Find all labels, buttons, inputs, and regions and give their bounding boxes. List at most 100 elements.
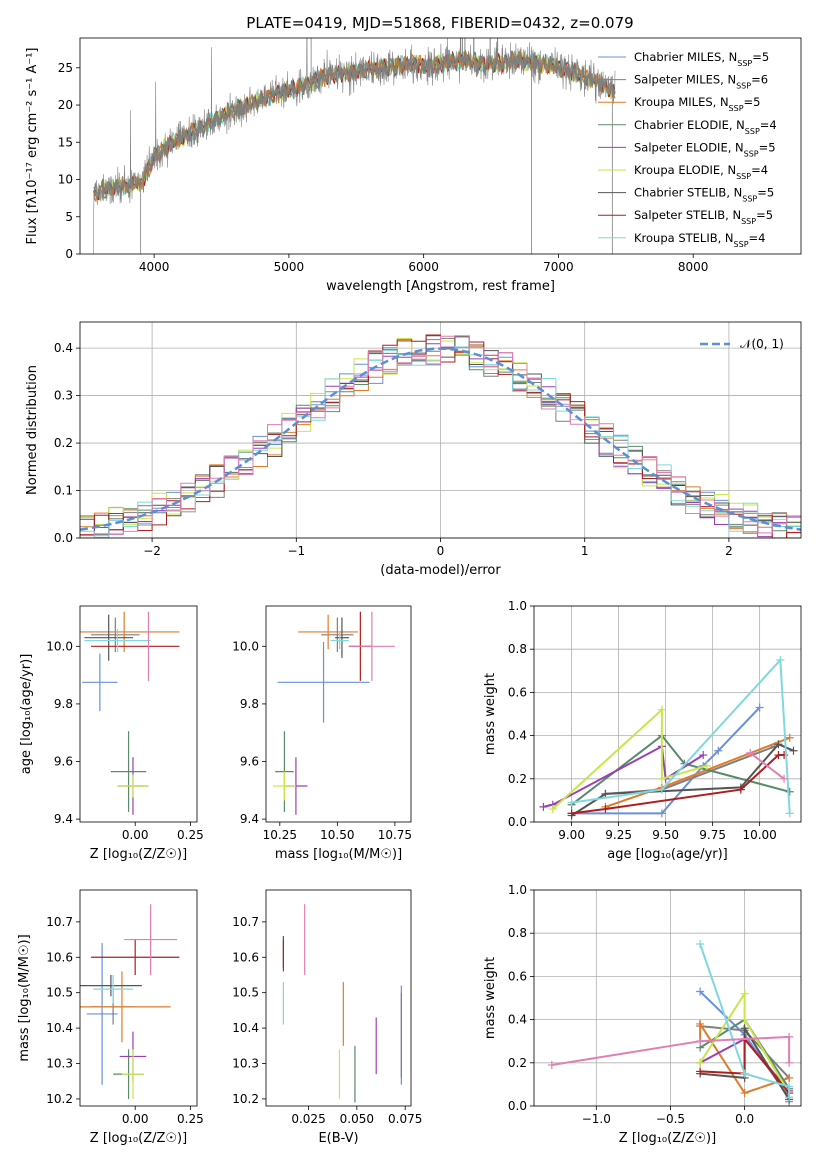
chart-title: PLATE=0419, MJD=51868, FIBERID=0432, z=0… <box>246 14 633 32</box>
data-point-marker <box>567 809 576 818</box>
legend-subscript: SSP <box>742 194 757 203</box>
x-tick-label: 0 <box>437 544 445 558</box>
series-line <box>551 1035 791 1066</box>
data-point-marker <box>755 703 764 712</box>
legend-subscript: SSP <box>736 81 751 90</box>
x-tick-label: 9.00 <box>558 828 585 842</box>
plot-area <box>539 656 798 820</box>
data-point-marker <box>601 789 610 798</box>
y-axis-label: mass weight <box>483 673 498 755</box>
legend-value: =5 <box>752 50 769 64</box>
data-point-marker <box>601 805 610 814</box>
x-tick-label: 0.025 <box>291 1112 325 1126</box>
x-tick-label: 1 <box>581 544 589 558</box>
y-tick-label: 0.0 <box>54 531 73 545</box>
y-tick-label: 0.4 <box>54 341 73 355</box>
series-line <box>699 990 790 1094</box>
legend-value: =6 <box>751 73 768 87</box>
series-line <box>699 943 791 1098</box>
y-tick-label: 9.6 <box>54 755 73 769</box>
data-point-marker <box>785 809 794 818</box>
x-tick-label: 10.25 <box>263 828 297 842</box>
y-tick-label: 25 <box>58 61 73 75</box>
panel-2: 0.00 0.25 9.4 9.6 9.8 10.0 Z [log₁₀(Z/Z☉)] age … <box>19 605 204 862</box>
histogram-step <box>80 335 801 537</box>
data-point-marker <box>567 798 576 807</box>
y-tick-label: 0.8 <box>508 926 527 940</box>
panel-1: −2 −1 0 1 2 0.0 0.1 0.2 0.3 0.4 (data-model)/error… <box>25 321 802 578</box>
legend-label: Kroupa STELIB, NSSP=4 <box>634 231 765 249</box>
y-tick-label: 10.0 <box>232 639 259 653</box>
legend-value: =4 <box>760 118 777 132</box>
series-line <box>699 1020 790 1095</box>
x-tick-label: 9.25 <box>605 828 632 842</box>
legend-label: Salpeter MILES, NSSP=6 <box>634 73 768 91</box>
y-tick-label: 10.5 <box>46 986 73 1000</box>
plot-area <box>547 940 794 1106</box>
x-tick-label: −1.0 <box>582 1112 611 1126</box>
y-tick-label: 9.4 <box>54 812 73 826</box>
legend-value: =5 <box>759 140 776 154</box>
y-tick-label: 10.5 <box>232 986 259 1000</box>
legend-label: Chabrier ELODIE, NSSP=4 <box>634 118 777 136</box>
x-axis-label: (data-model)/error <box>380 563 501 578</box>
y-tick-label: 0.0 <box>508 1099 527 1113</box>
axes-frame <box>533 605 802 823</box>
plot-area <box>80 334 801 538</box>
x-axis-label: Z [log₁₀(Z/Z☉)] <box>619 1131 716 1146</box>
data-point-marker <box>539 802 548 811</box>
y-tick-label: 0.3 <box>54 389 73 403</box>
legend-label: Kroupa ELODIE, NSSP=4 <box>634 163 768 181</box>
y-tick-label: 1.0 <box>508 883 527 897</box>
legend-subscript: SSP <box>745 126 760 135</box>
series-line <box>749 752 785 780</box>
data-point-marker <box>746 748 755 757</box>
axes-frame <box>79 37 802 255</box>
series-line <box>700 1036 790 1094</box>
data-point-marker <box>657 705 666 714</box>
y-tick-label: 20 <box>58 98 73 112</box>
legend-value: =5 <box>756 208 773 222</box>
data-point-marker <box>785 1058 794 1067</box>
y-tick-label: 10.3 <box>46 1057 73 1071</box>
y-tick-label: 5 <box>65 210 73 224</box>
y-tick-label: 10.7 <box>46 915 73 929</box>
y-tick-label: 9.6 <box>240 755 259 769</box>
x-tick-label: 10.75 <box>378 828 412 842</box>
legend-value: =4 <box>751 163 768 177</box>
panel-6: 0.025 0.050 0.075 10.2 10.3 10.4 10.5 10.6 10.7 E… <box>232 889 422 1146</box>
x-tick-label: 0.075 <box>388 1112 422 1126</box>
data-point-marker <box>702 761 711 770</box>
y-tick-label: 0.2 <box>54 436 73 450</box>
x-axis-label: mass [log₁₀(M/M☉)] <box>275 847 402 862</box>
y-tick-label: 10.2 <box>232 1092 259 1106</box>
x-tick-label: 5000 <box>274 260 305 274</box>
x-tick-label: 0.00 <box>122 828 149 842</box>
data-point-marker <box>696 940 705 948</box>
x-tick-label: 10.00 <box>742 828 776 842</box>
y-tick-label: 9.8 <box>54 697 73 711</box>
data-point-marker <box>740 1015 749 1024</box>
x-tick-label: 0.25 <box>177 1112 204 1126</box>
panel-4: 9.00 9.25 9.50 9.75 10.00 0.0 0.2 0.4 0.6 0.8 1.0 a… <box>483 599 802 862</box>
x-axis-label: Z [log₁₀(Z/Z☉)] <box>90 847 187 862</box>
data-point-marker <box>740 1024 749 1033</box>
y-tick-label: 0 <box>65 247 73 261</box>
data-point-marker <box>785 733 794 742</box>
legend-subscript: SSP <box>741 217 756 226</box>
y-tick-label: 0.4 <box>508 1013 527 1027</box>
data-point-marker <box>657 809 666 818</box>
data-point-marker <box>696 1037 705 1046</box>
data-point-marker <box>696 987 705 996</box>
x-tick-label: −1 <box>287 544 305 558</box>
y-tick-label: 0.2 <box>508 1056 527 1070</box>
panel-7: −1.0 −0.5 0.0 0.0 0.2 0.4 0.6 0.8 1.0 Z [log₁₀(Z/… <box>483 883 802 1146</box>
plot-area <box>80 904 180 1099</box>
x-tick-label: 8000 <box>678 260 709 274</box>
x-tick-label: −0.5 <box>656 1112 685 1126</box>
legend-subscript: SSP <box>734 239 749 248</box>
y-tick-label: 15 <box>58 135 73 149</box>
data-spectrum <box>93 38 616 254</box>
x-tick-label: 0.00 <box>122 1112 149 1126</box>
y-tick-label: 0.4 <box>508 729 527 743</box>
